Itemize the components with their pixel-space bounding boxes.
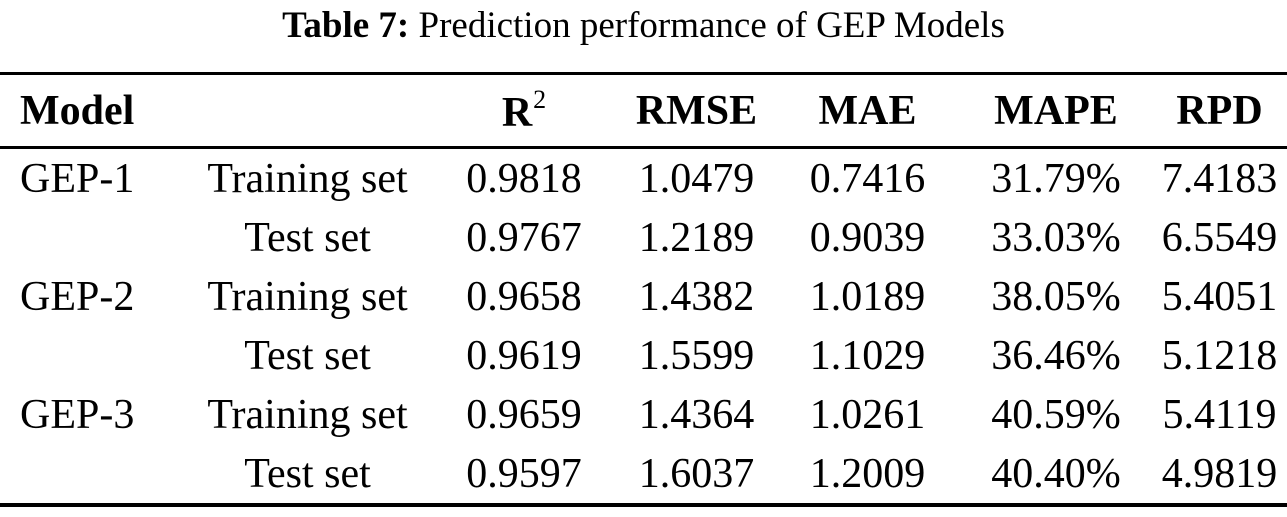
cell-rpd: 5.4119 bbox=[1162, 391, 1277, 438]
col-header-mae: MAE bbox=[818, 87, 917, 134]
cell-set: Training set bbox=[207, 273, 408, 320]
cell-r2: 0.9619 bbox=[466, 332, 582, 379]
cell-rpd: 7.4183 bbox=[1161, 155, 1278, 202]
cell-r2: 0.9818 bbox=[466, 155, 582, 202]
cell-rmse: 1.6037 bbox=[638, 450, 755, 497]
cell-mae: 1.0261 bbox=[809, 391, 926, 438]
col-header-r2: R2 bbox=[430, 74, 618, 148]
table-caption: Table 7: Prediction performance of GEP M… bbox=[0, 2, 1287, 50]
cell-mae: 0.9039 bbox=[809, 214, 926, 261]
cell-rpd: 5.4051 bbox=[1161, 273, 1278, 320]
cell-rpd: 4.9819 bbox=[1161, 450, 1278, 497]
cell-set: Training set bbox=[207, 391, 408, 438]
cell-rmse: 1.0479 bbox=[638, 155, 755, 202]
table-row: GEP-2 Training set 0.9658 1.4382 1.0189 … bbox=[0, 267, 1287, 326]
cell-set: Test set bbox=[244, 450, 371, 497]
cell-set: Test set bbox=[244, 214, 371, 261]
cell-mae: 0.7416 bbox=[809, 155, 926, 202]
header-row: Model R2 RMSE MAE MAPE RPD bbox=[0, 74, 1287, 148]
cell-mape: 31.79% bbox=[991, 155, 1121, 202]
cell-mape: 40.40% bbox=[991, 450, 1121, 497]
gep-performance-table: Model R2 RMSE MAE MAPE RPD GEP-1 Trainin… bbox=[0, 72, 1287, 507]
cell-set: Training set bbox=[207, 155, 408, 202]
cell-rmse: 1.2189 bbox=[638, 214, 755, 261]
cell-model: GEP-2 bbox=[20, 273, 135, 320]
r2-base: R bbox=[501, 89, 533, 136]
cell-rmse: 1.5599 bbox=[638, 332, 755, 379]
col-header-mape: MAPE bbox=[994, 87, 1118, 134]
cell-model bbox=[0, 444, 185, 505]
cell-model bbox=[0, 326, 185, 385]
col-header-rpd: RPD bbox=[1176, 87, 1263, 134]
table-row: GEP-3 Training set 0.9659 1.4364 1.0261 … bbox=[0, 385, 1287, 444]
cell-model: GEP-3 bbox=[20, 391, 135, 438]
cell-mape: 40.59% bbox=[991, 391, 1121, 438]
table-caption-text: Prediction performance of GEP Models bbox=[418, 5, 1005, 46]
cell-rmse: 1.4382 bbox=[638, 273, 755, 320]
table-row: Test set 0.9597 1.6037 1.2009 40.40% 4.9… bbox=[0, 444, 1287, 505]
cell-r2: 0.9767 bbox=[466, 214, 582, 261]
cell-r2: 0.9659 bbox=[466, 391, 582, 438]
cell-model bbox=[0, 208, 185, 267]
table-row: GEP-1 Training set 0.9818 1.0479 0.7416 … bbox=[0, 148, 1287, 209]
cell-rmse: 1.4364 bbox=[638, 391, 755, 438]
cell-rpd: 6.5549 bbox=[1161, 214, 1278, 261]
col-header-model: Model bbox=[20, 87, 135, 134]
col-header-rmse: RMSE bbox=[635, 87, 758, 134]
table-row: Test set 0.9767 1.2189 0.9039 33.03% 6.5… bbox=[0, 208, 1287, 267]
cell-set: Test set bbox=[244, 332, 371, 379]
cell-mape: 33.03% bbox=[991, 214, 1121, 261]
cell-mape: 36.46% bbox=[991, 332, 1121, 379]
cell-r2: 0.9597 bbox=[466, 450, 582, 497]
cell-model: GEP-1 bbox=[20, 155, 135, 202]
cell-mae: 1.1029 bbox=[809, 332, 926, 379]
cell-mape: 38.05% bbox=[991, 273, 1121, 320]
table-caption-label: Table 7: bbox=[282, 5, 410, 46]
cell-r2: 0.9658 bbox=[466, 273, 582, 320]
table-row: Test set 0.9619 1.5599 1.1029 36.46% 5.1… bbox=[0, 326, 1287, 385]
cell-rpd: 5.1218 bbox=[1161, 332, 1278, 379]
col-header-set bbox=[185, 74, 430, 148]
cell-mae: 1.0189 bbox=[809, 273, 926, 320]
cell-mae: 1.2009 bbox=[809, 450, 926, 497]
r2-superscript: 2 bbox=[533, 84, 547, 114]
